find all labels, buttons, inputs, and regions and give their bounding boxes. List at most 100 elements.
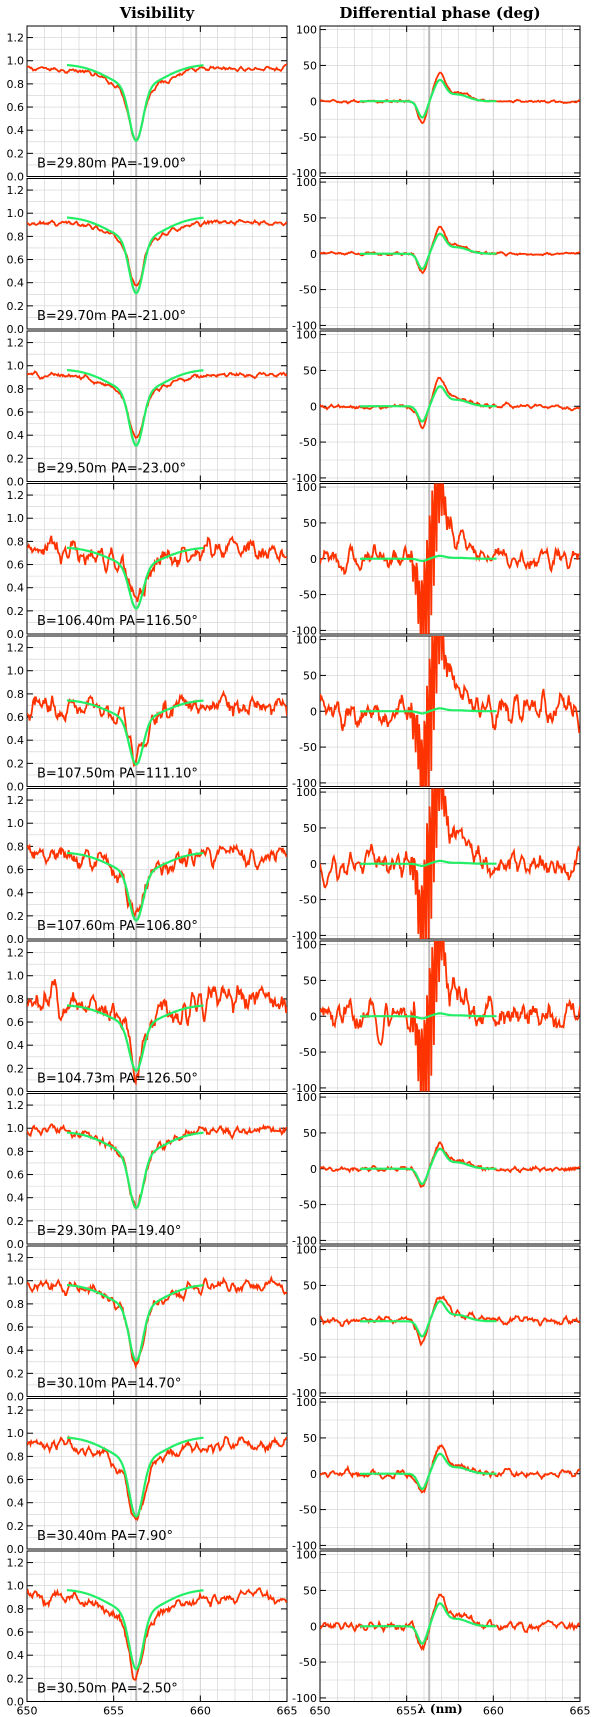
- y-tick-label: 1.0: [7, 512, 25, 525]
- y-tick-label: 0.6: [7, 559, 25, 572]
- y-tick-label: 0.6: [7, 711, 25, 724]
- y-tick-label: -50: [299, 1199, 317, 1212]
- y-tick-label: 0.2: [7, 1215, 25, 1228]
- baseline-pa-label: B=30.40m PA=7.90°: [37, 1529, 173, 1544]
- vis-axes-4: 0.0 0.2 0.4 0.6 0.8 1.0 1.2 B=106.40m PA=116.50…: [7, 483, 288, 641]
- y-tick-label: -100: [292, 777, 317, 790]
- y-tick-label: 0.0: [7, 323, 25, 336]
- y-tick-label: -100: [292, 1234, 317, 1247]
- y-tick-label: 0.0: [7, 781, 25, 794]
- panel-7: 0.0 0.2 0.4 0.6 0.8 1.0 1.2 B=104.73m PA=126.50…: [7, 939, 581, 1099]
- phase-axes-1: -100 -50 0 50 100: [292, 24, 581, 180]
- y-tick-label: 0.2: [7, 1672, 25, 1685]
- y-tick-label: 1.2: [7, 337, 25, 350]
- y-tick-label: 100: [296, 329, 317, 342]
- y-tick-label: -100: [292, 1387, 317, 1400]
- y-tick-label: 1.2: [7, 1404, 25, 1417]
- y-tick-label: 1.2: [7, 1252, 25, 1265]
- vis-axes-6: 0.0 0.2 0.4 0.6 0.8 1.0 1.2 B=107.60m PA=106.80…: [7, 788, 288, 946]
- y-tick-label: 0: [310, 400, 317, 413]
- y-tick-label: 1.2: [7, 32, 25, 45]
- x-tick-label: 655: [396, 1705, 417, 1717]
- y-tick-label: 100: [296, 786, 317, 799]
- y-tick-label: 1.2: [7, 1557, 25, 1570]
- baseline-pa-label: B=29.80m PA=-19.00°: [37, 157, 186, 172]
- y-tick-label: 0.0: [7, 933, 25, 946]
- y-tick-label: 0.4: [7, 124, 25, 137]
- observed-series: [320, 1295, 580, 1347]
- axes-frame: [26, 940, 288, 1092]
- y-tick-label: -50: [299, 1504, 317, 1517]
- observed-series: [27, 1435, 287, 1522]
- model-series: [67, 216, 204, 295]
- y-tick-label: 1.0: [7, 207, 25, 220]
- observed-series: [27, 979, 287, 1086]
- y-tick-label: -50: [299, 894, 317, 907]
- phase-axes-9: -100 -50 0 50 100: [292, 1244, 581, 1400]
- y-tick-label: -50: [299, 741, 317, 754]
- model-series: [67, 369, 204, 447]
- observed-series: [27, 218, 287, 287]
- y-tick-label: 100: [296, 1244, 317, 1257]
- y-tick-label: 0.4: [7, 1649, 25, 1662]
- baseline-pa-label: B=29.70m PA=-21.00°: [37, 309, 186, 324]
- axes-frame: [26, 1398, 288, 1550]
- y-tick-label: 1.2: [7, 489, 25, 502]
- y-tick-label: 50: [303, 1584, 317, 1597]
- panel-1: 0.0 0.2 0.4 0.6 0.8 1.0 1.2 B=29.80m PA=-19.00°…: [7, 24, 581, 184]
- y-tick-label: 1.2: [7, 184, 25, 197]
- y-tick-label: -50: [299, 1351, 317, 1364]
- y-tick-label: 1.2: [7, 642, 25, 655]
- y-tick-label: 50: [303, 517, 317, 530]
- model-series: [66, 1589, 204, 1671]
- model-series: [67, 546, 204, 610]
- observed-series: [27, 1587, 287, 1681]
- y-tick-label: 0.0: [7, 1086, 25, 1099]
- y-tick-label: 1.0: [7, 1427, 25, 1440]
- phase-axes-2: -100 -50 0 50 100: [292, 176, 581, 332]
- y-tick-label: 0.8: [7, 1603, 25, 1616]
- y-tick-label: 0.6: [7, 101, 25, 114]
- y-tick-label: 50: [303, 1432, 317, 1445]
- y-tick-label: -100: [292, 167, 317, 180]
- y-tick-label: -50: [299, 1656, 317, 1669]
- y-tick-label: 1.2: [7, 1099, 25, 1112]
- x-tick-label: 650: [17, 1705, 38, 1717]
- model-series: [66, 1004, 204, 1072]
- model-series: [66, 1436, 204, 1518]
- phase-axes-11: -100 -50 0 50 100 650 655 660 665: [292, 1549, 590, 1717]
- y-tick-label: 0: [310, 1315, 317, 1328]
- y-tick-label: 0.0: [7, 1238, 25, 1251]
- y-tick-label: 100: [296, 24, 317, 37]
- vis-axes-9: 0.0 0.2 0.4 0.6 0.8 1.0 1.2 B=30.10m PA=14.70°: [7, 1245, 288, 1404]
- y-tick-label: 100: [296, 939, 317, 952]
- y-tick-label: 0.4: [7, 1192, 25, 1205]
- y-tick-label: 0.6: [7, 1626, 25, 1639]
- y-tick-label: -50: [299, 1046, 317, 1059]
- model-series: [360, 859, 497, 867]
- y-tick-label: 0.4: [7, 1039, 25, 1052]
- x-tick-label: 660: [483, 1705, 504, 1717]
- y-tick-label: 50: [303, 974, 317, 987]
- y-tick-label: 1.0: [7, 360, 25, 373]
- vis-axes-3: 0.0 0.2 0.4 0.6 0.8 1.0 1.2 B=29.50m PA=-23.00°: [7, 330, 288, 489]
- y-tick-label: 0.2: [7, 757, 25, 770]
- y-tick-label: 0.2: [7, 300, 25, 313]
- model-series: [67, 63, 204, 142]
- y-tick-label: 0: [310, 1163, 317, 1176]
- y-tick-label: 0.0: [7, 1391, 25, 1404]
- phase-axes-10: -100 -50 0 50 100: [292, 1396, 581, 1552]
- y-tick-label: 0.6: [7, 1169, 25, 1182]
- y-tick-label: 0: [310, 248, 317, 261]
- y-tick-label: 0.8: [7, 230, 25, 243]
- y-tick-label: 0.2: [7, 452, 25, 465]
- observed-series: [27, 843, 287, 921]
- y-tick-label: 0.8: [7, 1145, 25, 1158]
- model-series: [360, 1147, 497, 1186]
- y-tick-label: 1.0: [7, 817, 25, 830]
- vis-axes-2: 0.0 0.2 0.4 0.6 0.8 1.0 1.2 B=29.70m PA=-21.00°: [7, 178, 288, 336]
- model-series: [67, 1284, 204, 1362]
- observed-series: [320, 376, 580, 430]
- y-tick-label: 0.8: [7, 1450, 25, 1463]
